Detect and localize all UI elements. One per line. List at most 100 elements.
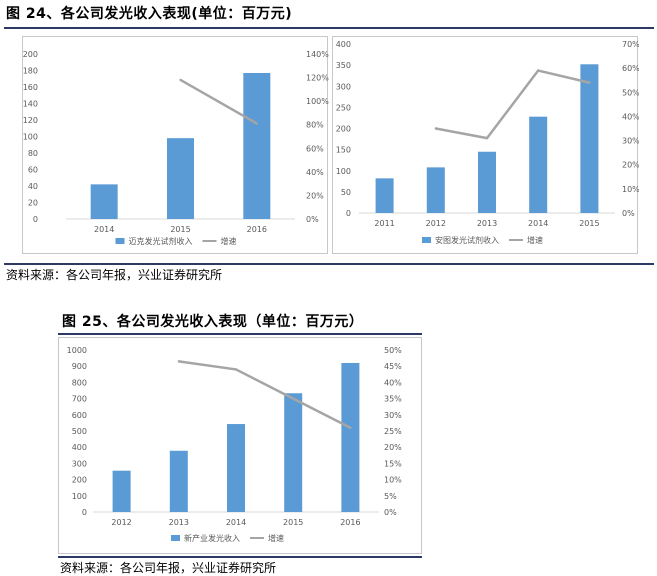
y-tick-label: 80 (28, 149, 38, 158)
legend-label-bar: 安图发光试剂收入 (435, 235, 499, 245)
x-tick-label: 2015 (283, 518, 303, 527)
legend-label-line: 增速 (527, 235, 543, 245)
y-tick-label: 200 (336, 125, 351, 134)
y-tick-label: 200 (72, 476, 87, 485)
growth-point (179, 78, 182, 82)
y2-tick-label: 100% (306, 97, 329, 106)
bar (243, 72, 271, 219)
x-tick-label: 2014 (528, 219, 548, 228)
x-tick-label: 2013 (169, 518, 189, 527)
y-tick-label: 300 (336, 82, 351, 91)
growth-point (234, 368, 238, 371)
x-tick-label: 2014 (226, 518, 246, 527)
bar (227, 424, 245, 512)
y2-tick-label: 0% (622, 209, 635, 218)
figure-25-bottom-rule (58, 556, 422, 558)
y-tick-label: 60 (28, 166, 38, 175)
y-tick-label: 350 (336, 61, 351, 70)
y-tick-label: 100 (23, 133, 38, 142)
chart-panel-xinchanye: 0 100 200 300 400 500 600 700 800 900 1000 0% 5% 10% 1… (58, 337, 422, 554)
y-tick-label: 0 (82, 508, 87, 517)
growth-point (255, 122, 259, 125)
bar (112, 470, 131, 512)
y2-tick-label: 10% (622, 185, 639, 194)
bar (169, 450, 188, 512)
y2-tick-label: 25% (384, 427, 402, 436)
y2-tick-label: 45% (384, 362, 402, 371)
bar (375, 178, 394, 213)
bar (167, 138, 194, 219)
chart-xinchanye: 0 100 200 300 400 500 600 700 800 900 1000 0% 5% 10% 1… (67, 346, 403, 543)
bar (529, 116, 548, 213)
y2-tick-label: 120% (306, 74, 329, 83)
y2-tick-label: 50% (622, 88, 639, 97)
y-tick-label: 20 (28, 199, 38, 208)
y2-tick-label: 20% (306, 191, 324, 200)
growth-point (537, 69, 540, 72)
y-tick-label: 400 (336, 40, 351, 49)
y2-tick-label: 40% (306, 168, 324, 177)
legend-label-bar: 新产业发光收入 (184, 533, 240, 543)
y-tick-label: 250 (336, 103, 351, 112)
legend-swatch-bar (422, 237, 431, 243)
y-tick-label: 1000 (67, 346, 87, 355)
y-tick-label: 40 (28, 182, 38, 191)
legend-label-bar: 迈克发光试剂收入 (129, 236, 193, 246)
y-tick-label: 400 (72, 443, 87, 452)
legend-label-line: 增速 (268, 533, 284, 543)
figure-24-source: 资料来源：各公司年报，兴业证券研究所 (6, 268, 223, 282)
y2-tick-label: 5% (384, 492, 397, 501)
chart-panel-maike: 0 20 40 60 80 100 120 140 160 180 200 0% 20% 40% 60% 80… (22, 36, 330, 254)
growth-point (434, 127, 437, 130)
growth-line (179, 78, 258, 125)
y2-tick-label: 40% (622, 112, 639, 121)
x-tick-label: 2016 (340, 518, 360, 527)
bar (426, 167, 445, 213)
y2-tick-label: 0% (384, 508, 397, 517)
chart-panel-antu: 0 50 100 150 200 250 300 350 400 0% 10% 20% 30% 40% 50… (332, 36, 640, 254)
legend-label-line: 增速 (221, 236, 237, 246)
y-tick-label: 500 (72, 427, 87, 436)
y-tick-label: 300 (72, 459, 87, 468)
x-tick-label: 2015 (170, 225, 190, 234)
bar (341, 362, 360, 512)
bar (284, 393, 303, 512)
growth-point (349, 426, 352, 429)
y2-tick-label: 0% (306, 215, 319, 224)
y2-tick-label: 30% (384, 411, 402, 420)
growth-line (178, 360, 351, 429)
bar (580, 64, 599, 213)
y2-tick-label: 20% (384, 443, 402, 452)
chart-antu: 0 50 100 150 200 250 300 350 400 0% 10% 20% 30% 40% 50… (336, 40, 640, 245)
y2-tick-label: 15% (384, 459, 402, 468)
figure-25-top-rule (58, 333, 422, 335)
x-tick-label: 2014 (94, 225, 114, 234)
y-tick-label: 600 (72, 411, 87, 420)
y-tick-label: 120 (23, 116, 38, 125)
bar (90, 184, 118, 219)
y2-tick-label: 40% (384, 378, 402, 387)
y2-tick-label: 10% (384, 476, 402, 485)
growth-point (292, 397, 295, 400)
y2-tick-label: 60% (622, 64, 639, 73)
y2-tick-label: 80% (306, 121, 324, 130)
x-tick-label: 2016 (247, 225, 267, 234)
y-tick-label: 100 (336, 167, 351, 176)
chart-maike: 0 20 40 60 80 100 120 140 160 180 200 0% 20% 40% 60% 80… (23, 50, 330, 246)
growth-point (485, 136, 489, 140)
x-tick-label: 2013 (477, 219, 497, 228)
y2-tick-label: 35% (384, 395, 402, 404)
y-tick-label: 800 (72, 378, 87, 387)
y-tick-label: 200 (23, 50, 38, 59)
figure-25-source: 资料来源：各公司年报，兴业证券研究所 (60, 561, 277, 575)
legend-swatch-bar (115, 238, 125, 244)
growth-point (177, 360, 180, 363)
figure-25-title: 图 25、各公司发光收入表现（单位：百万元） (62, 314, 364, 330)
figure-24-title: 图 24、各公司发光收入表现(单位：百万元) (6, 6, 293, 22)
y2-tick-label: 50% (384, 346, 402, 355)
y-tick-label: 700 (72, 395, 87, 404)
x-tick-label: 2012 (426, 219, 446, 228)
growth-line (435, 69, 590, 140)
y-tick-label: 180 (23, 67, 38, 76)
y2-tick-label: 70% (622, 40, 639, 49)
